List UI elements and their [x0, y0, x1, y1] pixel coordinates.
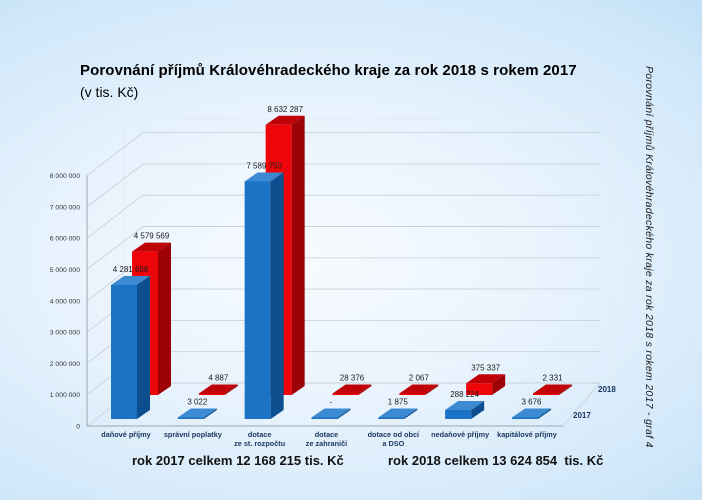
- bar-2018: [332, 384, 372, 395]
- bar-value-label: 4 281 668: [113, 265, 149, 274]
- bar-face-front: [244, 181, 271, 419]
- y-tick-label: 3 000 000: [50, 330, 80, 337]
- category-label: kapitálové příjmy: [497, 430, 558, 439]
- category-label: dotace ze st. rozpočtu: [234, 430, 285, 448]
- bar-face-side: [137, 275, 150, 419]
- bar-face-front: [311, 417, 338, 419]
- bar-face-side: [203, 408, 217, 419]
- bar-face-front: [111, 284, 137, 419]
- bar-value-label: 2 067: [409, 374, 430, 383]
- bar-face-side: [291, 115, 305, 395]
- bar-face-side: [492, 374, 506, 395]
- bar-2018: [399, 384, 439, 395]
- bar-face-front: [532, 393, 559, 395]
- y-tick-label: 5 000 000: [50, 267, 80, 274]
- series-label-2018: 2018: [598, 385, 616, 394]
- series-label-2017: 2017: [573, 411, 591, 420]
- bar-face-side: [425, 384, 439, 395]
- bar-face-front: [399, 393, 426, 395]
- bar-2018: [198, 384, 238, 395]
- bar-face-side: [358, 384, 372, 395]
- bar-face-front: [332, 393, 359, 395]
- side-wall-gridline: [86, 226, 144, 270]
- floor-right-edge: [562, 382, 601, 427]
- bar-2017: [378, 408, 418, 419]
- bar-face-front: [378, 417, 405, 419]
- bar-2018: [532, 384, 572, 395]
- category-label: dotace od obcí a DSO: [368, 430, 420, 448]
- bar-value-label: -: [330, 398, 333, 407]
- bar-2017: [244, 172, 284, 419]
- bar-face-front: [177, 417, 204, 419]
- bar-2017: [511, 408, 551, 419]
- bar-face-side: [158, 242, 171, 395]
- y-tick-label: 6 000 000: [50, 236, 80, 243]
- bar-face-side: [224, 384, 238, 395]
- bar-face-front: [511, 417, 538, 419]
- bar-face-side: [537, 408, 551, 419]
- bar-value-label: 7 589 750: [246, 161, 282, 170]
- bar-face-side: [471, 400, 485, 419]
- category-label: nedaňové příjmy: [431, 430, 490, 439]
- y-tick-label: 4 000 000: [50, 298, 80, 305]
- side-wall-gridline: [86, 163, 144, 208]
- chart-subtitle: (v tis. Kč): [80, 84, 139, 100]
- category-label: dotace ze zahraničí: [306, 430, 348, 448]
- bar-value-label: 28 376: [340, 374, 365, 383]
- bar-value-label: 2 331: [542, 374, 563, 383]
- side-wall-gridline: [86, 132, 144, 176]
- bar-value-label: 3 676: [521, 398, 542, 407]
- chart-title: Porovnání příjmů Královéhradeckého kraje…: [80, 62, 577, 79]
- bar-value-label: 3 022: [187, 398, 208, 407]
- bar-2017: [311, 408, 351, 419]
- bar-2017: [177, 408, 217, 419]
- bar-face-side: [558, 384, 572, 395]
- bar-value-label: 375 337: [471, 363, 500, 372]
- y-tick-label: 7 000 000: [50, 204, 80, 211]
- footer-total-2018: rok 2018 celkem 13 624 854 tis. Kč: [388, 453, 604, 468]
- bar-face-front: [198, 393, 225, 395]
- side-wall-gridline: [86, 194, 144, 239]
- bar-value-label: 4 887: [208, 374, 229, 383]
- y-tick-label: 0: [76, 424, 80, 431]
- category-label: daňové příjmy: [101, 430, 151, 439]
- bar-face-front: [445, 409, 472, 419]
- bar-value-label: 4 579 569: [134, 232, 170, 241]
- side-caption: Porovnání příjmů Královéhradeckého kraje…: [643, 66, 655, 448]
- y-tick-label: 8 000 000: [50, 173, 80, 180]
- bar-2017: [111, 275, 150, 419]
- bar-face-side: [337, 408, 351, 419]
- footer-total-2017: rok 2017 celkem 12 168 215 tis. Kč: [132, 453, 344, 468]
- y-tick-label: 2 000 000: [50, 361, 80, 368]
- bar-value-label: 288 224: [450, 390, 479, 399]
- bar-face-front: [466, 383, 493, 395]
- bar-2018: [466, 374, 506, 395]
- bar-face-side: [270, 172, 284, 419]
- bar-value-label: 8 632 287: [267, 105, 303, 114]
- bar-value-label: 1 875: [388, 398, 409, 407]
- y-tick-label: 1 000 000: [50, 392, 80, 399]
- category-label: správní poplatky: [164, 430, 223, 439]
- bar-face-side: [404, 408, 418, 419]
- bar-2017: [445, 400, 485, 419]
